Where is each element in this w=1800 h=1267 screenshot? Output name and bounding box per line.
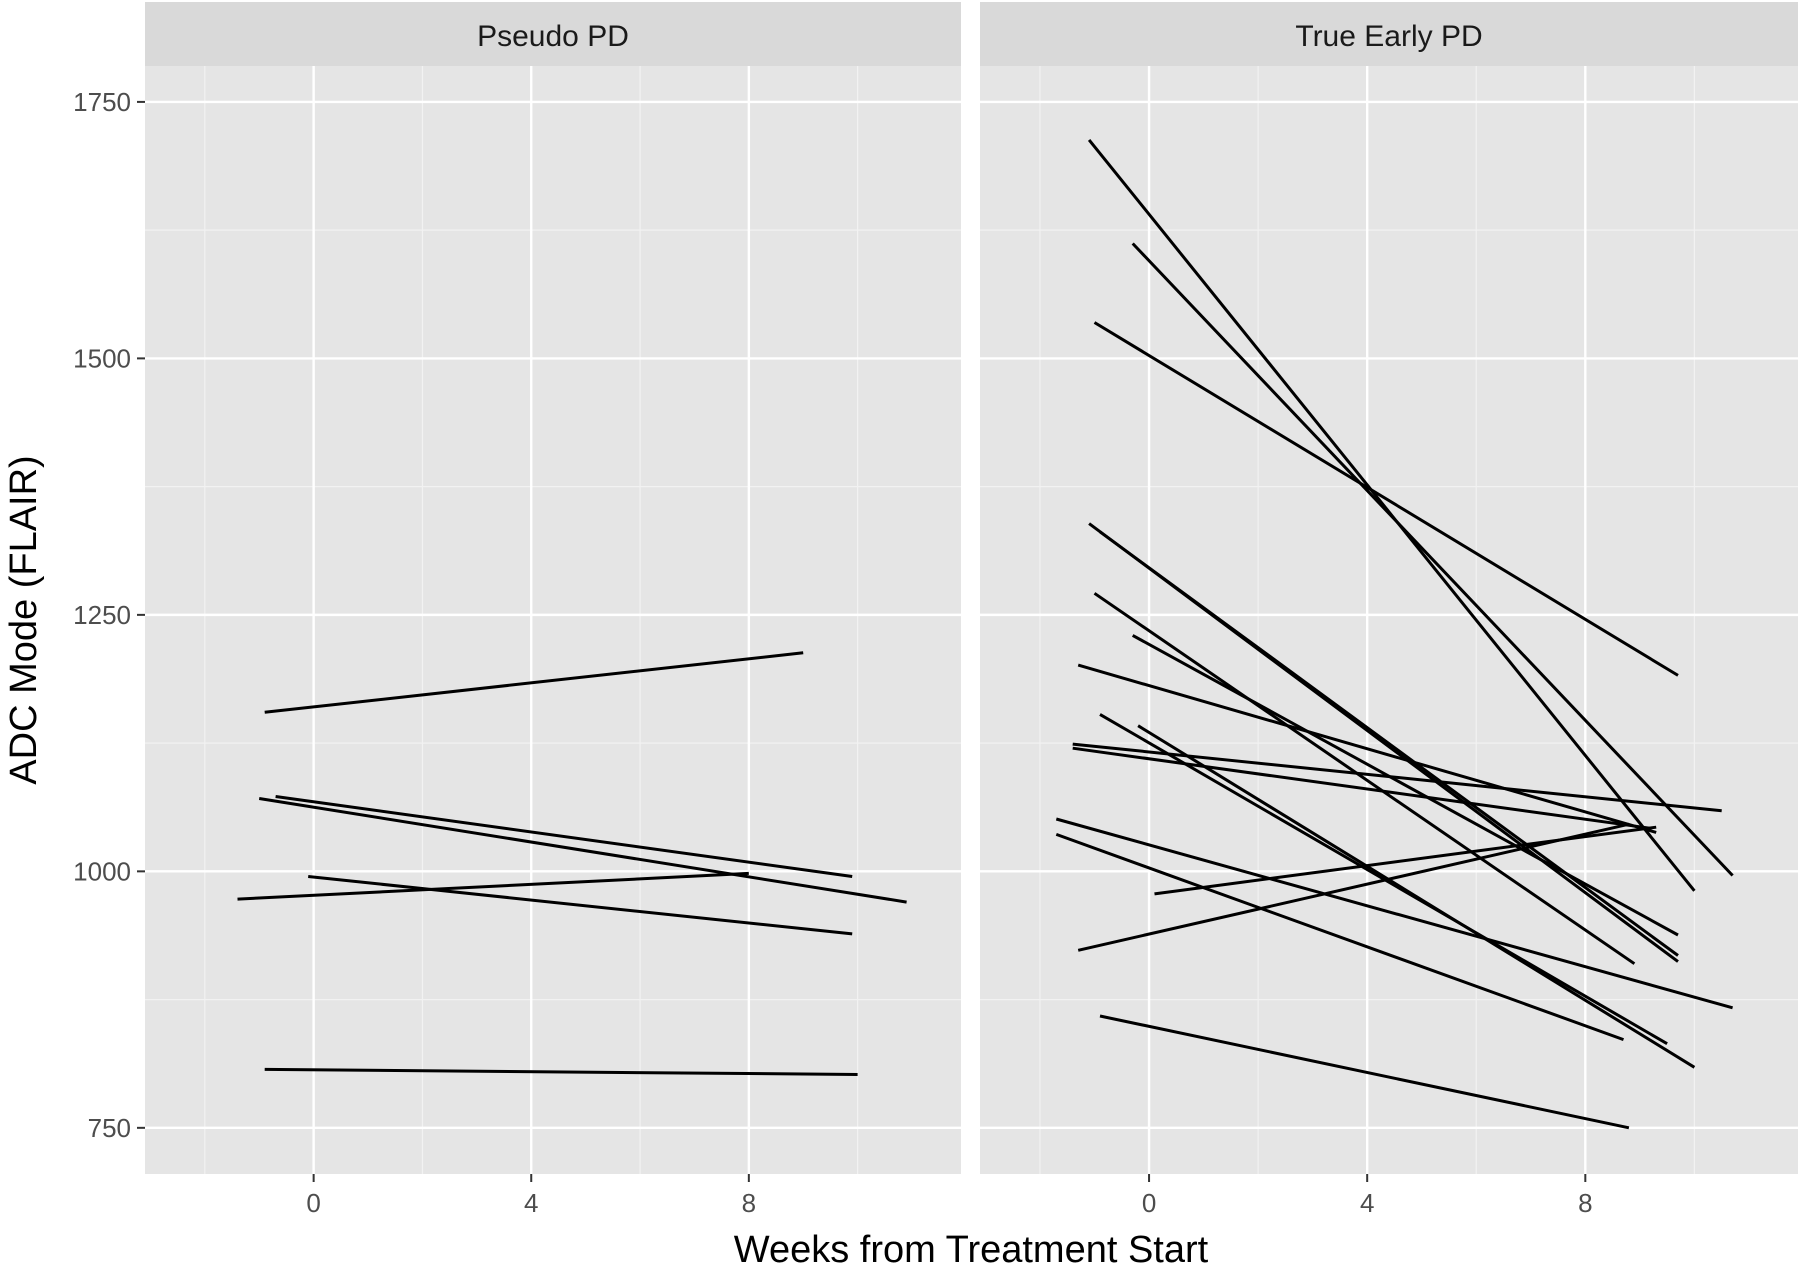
plot-background-pseudo-pd [145, 66, 961, 1174]
series-line [1099, 1014, 1630, 1130]
plot-background-true-early-pd [980, 66, 1798, 1174]
series-pseudo-pd [237, 651, 907, 1076]
x-tick-label: 8 [742, 1188, 756, 1218]
gridlines-pseudo-pd [145, 66, 961, 1174]
series-line [1072, 742, 1722, 813]
series-line [237, 871, 749, 901]
y-axis-title: ADC Mode (FLAIR) [3, 455, 45, 784]
strip-label-true-early-pd: True Early PD [1295, 20, 1482, 53]
y-tick-label: 1750 [73, 87, 131, 117]
series-line [1131, 242, 1734, 877]
series-line [1077, 663, 1657, 834]
y-tick-label: 1250 [73, 600, 131, 630]
series-true-early-pd [1055, 138, 1734, 1130]
series-line [308, 875, 853, 936]
x-axis-true-early-pd: 0 4 8 [1142, 1174, 1593, 1218]
panel-true-early-pd: True Early PD [980, 2, 1798, 1174]
series-line [264, 1067, 858, 1076]
x-tick-label: 0 [1142, 1188, 1156, 1218]
series-line [264, 651, 804, 714]
y-tick-label: 1000 [73, 856, 131, 886]
series-line [1055, 817, 1734, 1010]
series-line [1077, 822, 1630, 952]
series-line [275, 795, 853, 878]
y-tick-label: 1500 [73, 343, 131, 373]
strip-background-true-early-pd [980, 2, 1798, 66]
strip-label-pseudo-pd: Pseudo PD [477, 20, 629, 53]
panel-pseudo-pd: Pseudo PD [145, 2, 961, 1174]
series-line [1131, 634, 1679, 937]
series-line [1055, 832, 1625, 1042]
x-tick-label: 4 [524, 1188, 538, 1218]
x-tick-label: 0 [306, 1188, 320, 1218]
x-tick-label: 8 [1578, 1188, 1592, 1218]
y-axis: 750 1000 1250 1500 1750 [73, 87, 145, 1143]
y-tick-label: 750 [88, 1113, 131, 1143]
strip-background-pseudo-pd [145, 2, 961, 66]
series-line [1072, 746, 1652, 830]
series-line [258, 797, 907, 904]
x-axis-pseudo-pd: 0 4 8 [306, 1174, 756, 1218]
series-line [1093, 592, 1636, 965]
x-tick-label: 4 [1360, 1188, 1374, 1218]
series-line [1093, 321, 1679, 677]
x-axis-title: Weeks from Treatment Start [734, 1229, 1209, 1267]
series-line [1137, 724, 1696, 1069]
series-line [1099, 530, 1679, 957]
